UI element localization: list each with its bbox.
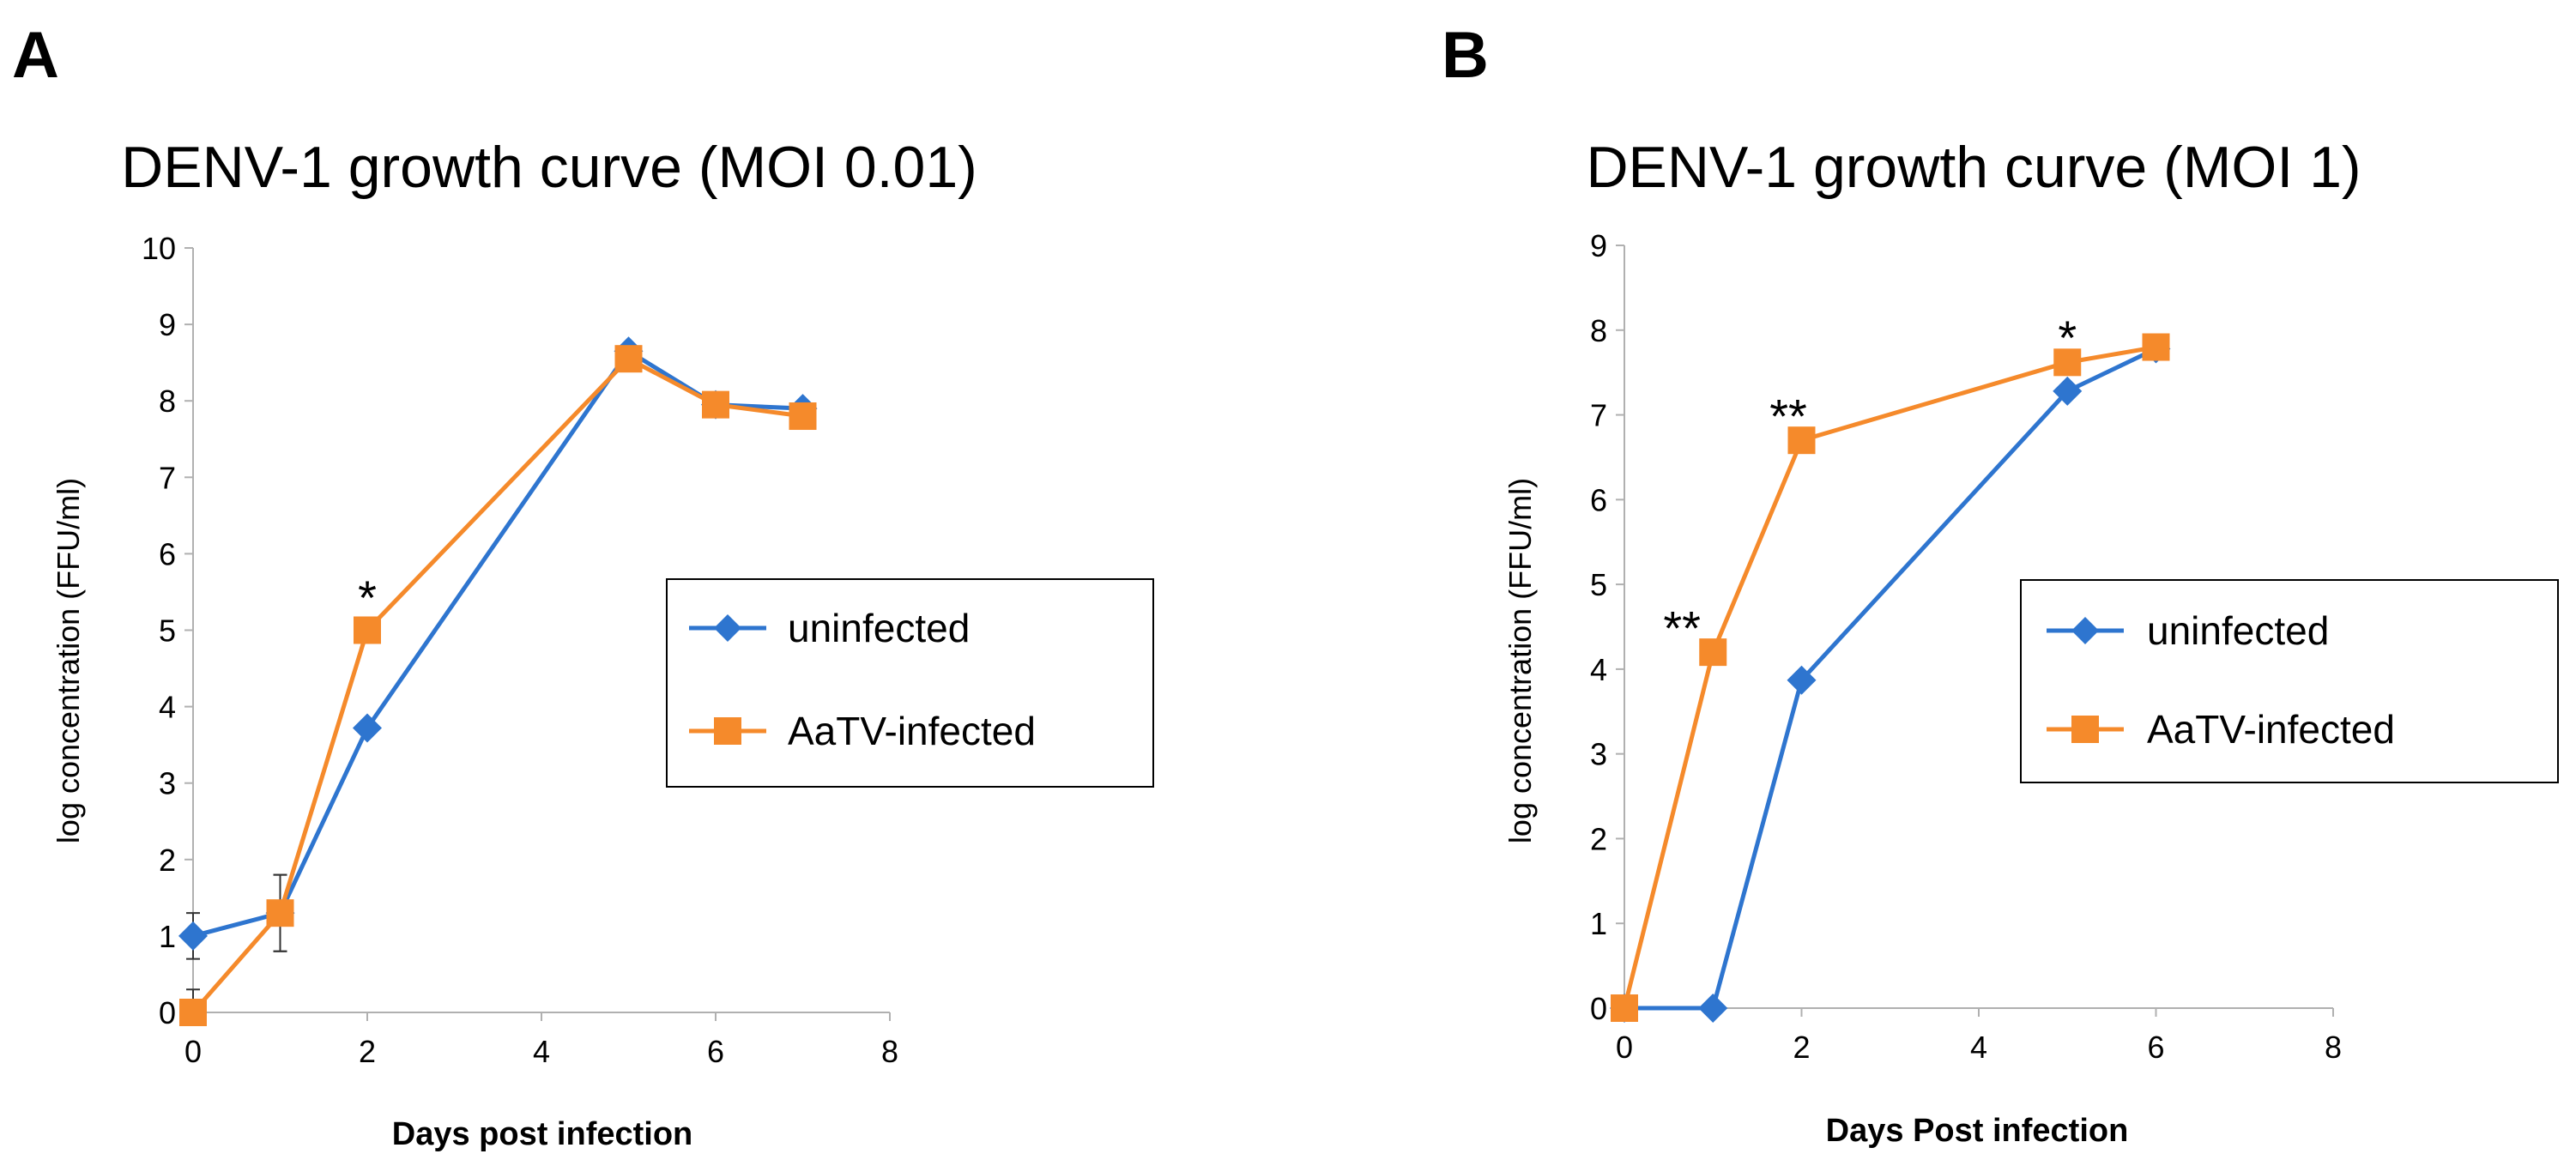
x-tick-label: 8	[881, 1034, 898, 1069]
y-tick-label: 4	[1590, 652, 1607, 687]
chart-panel-b: B DENV-1 growth curve (MOI 1) Days Post …	[1442, 19, 2559, 1149]
data-point-uninfected	[1787, 665, 1817, 695]
x-tick-label: 2	[359, 1034, 376, 1069]
data-point-uninfected	[178, 921, 208, 951]
plot-area-a: 0 1 2 3 4 5 6 7 8 9 10 0 2 4 6 8 *	[142, 231, 898, 1069]
x-tick-label: 4	[533, 1034, 550, 1069]
data-point-uninfected	[1698, 994, 1728, 1023]
y-tick-label: 1	[1590, 906, 1607, 941]
legend-label-uninfected-b: uninfected	[2147, 608, 2329, 653]
data-point-aatv-infected	[179, 999, 207, 1026]
legend-marker-aatv-a	[714, 717, 741, 745]
legend-marker-uninfected-a	[714, 614, 741, 642]
legend-label-aatv-b: AaTV-infected	[2147, 707, 2395, 752]
y-tick-label: 5	[159, 613, 176, 649]
y-axis-label-b: log concentration (FFU/ml)	[1503, 478, 1538, 843]
chart-panel-a: A DENV-1 growth curve (MOI 0.01) Days po…	[12, 19, 1154, 1152]
significance-annotation: *	[358, 571, 377, 625]
data-point-uninfected	[2053, 376, 2083, 406]
x-tick-label: 6	[2147, 1030, 2164, 1065]
panel-letter-b: B	[1442, 19, 1489, 92]
y-tick-label: 6	[159, 536, 176, 571]
y-tick-label: 3	[1590, 737, 1607, 772]
data-point-aatv-infected	[2053, 348, 2082, 377]
x-tick-label: 6	[707, 1034, 724, 1069]
y-tick-label: 4	[159, 690, 176, 725]
panel-letter-a: A	[12, 19, 59, 92]
x-tick-label: 2	[1793, 1030, 1810, 1065]
x-tick-label: 8	[2325, 1030, 2342, 1065]
y-tick-label: 8	[159, 384, 176, 419]
data-point-aatv-infected	[266, 899, 294, 927]
data-point-aatv-infected	[1699, 638, 1727, 667]
significance-annotation: **	[1663, 601, 1701, 655]
data-point-aatv-infected	[1787, 426, 1816, 455]
legend-marker-aatv-b	[2071, 716, 2099, 743]
y-tick-label: 8	[1590, 313, 1607, 348]
y-tick-label: 6	[1590, 482, 1607, 517]
x-axis-label-b: Days Post infection	[1826, 1113, 2129, 1149]
data-point-aatv-infected	[354, 616, 381, 644]
data-point-aatv-infected	[789, 402, 817, 431]
legend-box-a	[666, 578, 1154, 788]
chart-title-a: DENV-1 growth curve (MOI 0.01)	[121, 135, 977, 200]
y-tick-label: 5	[1590, 567, 1607, 602]
significance-annotation: *	[2058, 311, 2077, 365]
legend-label-aatv-a: AaTV-infected	[788, 709, 1036, 753]
legend-a: uninfected AaTV-infected	[666, 578, 1154, 788]
y-axis-label-a: log concentration (FFU/ml)	[51, 478, 86, 843]
data-point-aatv-infected	[2142, 333, 2170, 361]
series-line-aatv-infected	[191, 356, 803, 1014]
legend-marker-uninfected-b	[2071, 617, 2099, 644]
y-tick-label: 0	[159, 995, 176, 1030]
data-point-aatv-infected	[1611, 994, 1638, 1022]
legend-box-b	[2020, 579, 2559, 783]
significance-annotation: **	[1769, 390, 1807, 444]
y-tick-label: 3	[159, 766, 176, 801]
y-tick-label: 1	[159, 919, 176, 954]
data-point-aatv-infected	[702, 390, 729, 419]
x-tick-label: 4	[1970, 1030, 1987, 1065]
y-tick-label: 7	[159, 460, 176, 495]
chart-title-b: DENV-1 growth curve (MOI 1)	[1586, 135, 2361, 200]
legend-b: uninfected AaTV-infected	[2020, 579, 2559, 783]
data-point-aatv-infected	[614, 345, 643, 373]
y-tick-label: 2	[159, 843, 176, 878]
y-tick-label: 7	[1590, 398, 1607, 433]
y-tick-label: 10	[142, 231, 176, 266]
x-tick-label: 0	[184, 1034, 202, 1069]
y-tick-label: 2	[1590, 821, 1607, 856]
y-tick-label: 9	[1590, 228, 1607, 263]
x-tick-label: 0	[1616, 1030, 1633, 1065]
x-axis-label-a: Days post infection	[392, 1116, 693, 1152]
legend-label-uninfected-a: uninfected	[788, 606, 970, 650]
y-tick-label: 9	[159, 307, 176, 342]
y-tick-label: 0	[1590, 991, 1607, 1026]
data-point-uninfected	[353, 713, 382, 743]
